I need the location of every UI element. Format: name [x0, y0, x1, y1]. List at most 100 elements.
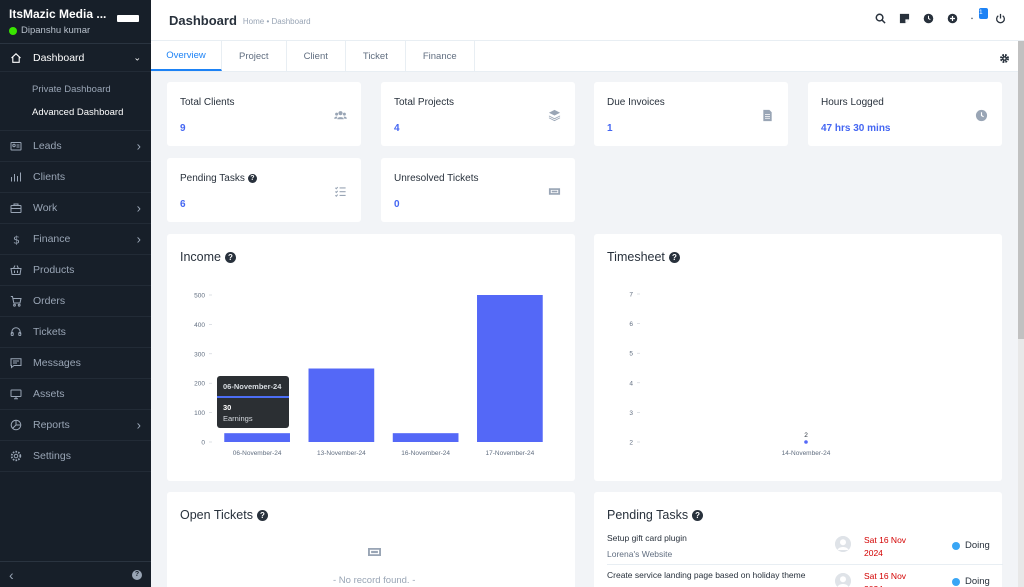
- widget-settings-gear-icon[interactable]: [999, 51, 1010, 63]
- tab-overview[interactable]: Overview: [151, 41, 222, 71]
- sidebar-item-label: Clients: [33, 171, 66, 183]
- sidebar-item-dashboard[interactable]: Dashboard ⌄: [0, 44, 151, 72]
- panel-title-wrap: Pending Tasks?: [607, 508, 704, 522]
- panel-title-wrap: Open Tickets?: [180, 508, 268, 522]
- stat-card-pending-tasks[interactable]: Pending Tasks? 6: [167, 158, 361, 222]
- status-dot: [952, 541, 960, 550]
- timesheet-panel: Timesheet? 2 3 4 5 6 7 2 14-November-24: [594, 234, 1002, 481]
- tab-project[interactable]: Project: [222, 41, 287, 71]
- messages-icon: [10, 357, 22, 369]
- y-tick-label: 200: [194, 381, 205, 388]
- header-icons: 1: [875, 8, 1006, 24]
- company-name: ItsMazic Media ...: [9, 7, 107, 21]
- sidebar-item-clients[interactable]: Clients: [0, 162, 151, 193]
- y-tick-label: 4: [629, 380, 633, 387]
- page-title: Dashboard: [169, 12, 237, 28]
- task-due-date-line2: 2024: [864, 584, 883, 587]
- sidebar-subitem-private-dashboard[interactable]: Private Dashboard: [32, 84, 111, 95]
- clock-icon: [975, 109, 988, 122]
- stat-value[interactable]: 4: [394, 123, 400, 134]
- task-list-icon: [334, 185, 347, 198]
- power-icon[interactable]: [995, 13, 1006, 24]
- tab-finance[interactable]: Finance: [406, 41, 475, 71]
- tab-client[interactable]: Client: [287, 41, 346, 71]
- stat-value[interactable]: 6: [180, 199, 186, 210]
- stat-value[interactable]: 9: [180, 123, 186, 134]
- stat-card-hours-logged[interactable]: Hours Logged 47 hrs 30 mins: [808, 82, 1002, 146]
- pending-tasks-panel: Pending Tasks? Setup gift card plugin Lo…: [594, 492, 1003, 587]
- task-divider: [607, 564, 1003, 565]
- chevron-right-icon: ›: [136, 231, 141, 247]
- question-circle-icon[interactable]: ?: [225, 251, 236, 263]
- notification-badge: 1: [979, 8, 988, 19]
- task-project[interactable]: Lorena's Website: [607, 549, 673, 559]
- income-bar: [392, 433, 459, 442]
- stat-label: Total Clients: [180, 97, 235, 108]
- gear-icon: [10, 450, 22, 462]
- income-bar: [308, 368, 375, 442]
- collapse-sidebar-icon[interactable]: ‹: [9, 566, 14, 583]
- bell-icon[interactable]: 1: [971, 8, 988, 24]
- sidebar-item-leads[interactable]: Leads ›: [0, 131, 151, 162]
- question-circle-icon[interactable]: ?: [247, 174, 257, 183]
- income-title: Income: [180, 250, 221, 264]
- x-tick-label: 17-November-24: [485, 450, 534, 457]
- avatar[interactable]: [835, 536, 851, 552]
- sidebar-item-work[interactable]: Work ›: [0, 193, 151, 224]
- sidebar-item-products[interactable]: Products: [0, 255, 151, 286]
- home-icon: [10, 52, 22, 64]
- page-scrollbar[interactable]: [1018, 41, 1024, 587]
- help-icon[interactable]: ?: [132, 569, 142, 580]
- stat-card-total-projects[interactable]: Total Projects 4: [381, 82, 575, 146]
- stat-value[interactable]: 0: [394, 199, 400, 210]
- sidebar-item-reports[interactable]: Reports ›: [0, 410, 151, 441]
- sidebar-footer: ‹ ?: [0, 561, 151, 587]
- sidebar-subitem-advanced-dashboard[interactable]: Advanced Dashboard: [32, 107, 124, 118]
- cart-icon: [10, 295, 22, 307]
- y-tick-label: 400: [194, 322, 205, 329]
- question-circle-icon[interactable]: ?: [668, 251, 680, 263]
- task-title[interactable]: Create service landing page based on hol…: [607, 570, 806, 580]
- y-tick-label: 3: [629, 410, 633, 417]
- dashboard-tabs: Overview Project Client Ticket Finance: [151, 41, 1024, 72]
- y-tick-label: 500: [194, 293, 205, 300]
- question-circle-icon[interactable]: ?: [256, 509, 268, 521]
- sticky-note-icon[interactable]: [899, 13, 910, 24]
- task-due-date: Sat 16 Nov 2024: [864, 534, 906, 560]
- sidebar-nav-list: Leads › Clients Work › $ Finance › Products Order…: [0, 131, 151, 472]
- ticket-icon: [548, 185, 561, 198]
- headset-icon: [10, 326, 22, 338]
- stat-card-total-clients[interactable]: Total Clients 9: [167, 82, 361, 146]
- task-title[interactable]: Setup gift card plugin: [607, 533, 687, 543]
- avatar[interactable]: [835, 573, 851, 587]
- stat-card-unresolved-tickets[interactable]: Unresolved Tickets 0: [381, 158, 575, 222]
- sidebar-item-assets[interactable]: Assets: [0, 379, 151, 410]
- income-panel: Income? 0 100 200 300 400 500 06-November-24 13…: [167, 234, 575, 481]
- breadcrumb[interactable]: Home • Dashboard: [242, 17, 311, 26]
- sidebar-item-orders[interactable]: Orders: [0, 286, 151, 317]
- no-record-message: - No record found. -: [333, 575, 416, 586]
- stat-card-due-invoices[interactable]: Due Invoices 1: [594, 82, 788, 146]
- sidebar-item-label: Leads: [33, 140, 62, 152]
- add-circle-icon[interactable]: [947, 13, 958, 24]
- sidebar-item-finance[interactable]: $ Finance ›: [0, 224, 151, 255]
- stat-label: Due Invoices: [607, 97, 665, 108]
- clock-icon[interactable]: [923, 13, 934, 24]
- brand-header[interactable]: ItsMazic Media ... Dipanshu kumar: [0, 0, 151, 44]
- dashboard-submenu: Private Dashboard Advanced Dashboard: [0, 72, 151, 131]
- question-circle-icon[interactable]: ?: [692, 509, 704, 521]
- sidebar-item-label: Finance: [33, 233, 71, 245]
- stat-value[interactable]: 47 hrs 30 mins: [821, 123, 891, 134]
- stat-label: Hours Logged: [821, 97, 884, 108]
- tooltip-value: 30: [223, 403, 232, 412]
- sidebar-item-tickets[interactable]: Tickets: [0, 317, 151, 348]
- scrollbar-thumb[interactable]: [1018, 41, 1024, 339]
- sidebar-item-messages[interactable]: Messages: [0, 348, 151, 379]
- task-due-date-line2: 2024: [864, 548, 883, 558]
- search-icon[interactable]: [875, 13, 886, 24]
- tab-ticket[interactable]: Ticket: [346, 41, 406, 71]
- online-status-dot: [9, 26, 17, 35]
- sidebar-item-settings[interactable]: Settings: [0, 441, 151, 472]
- stat-value[interactable]: 1: [607, 123, 613, 134]
- pending-tasks-title: Pending Tasks: [607, 508, 689, 522]
